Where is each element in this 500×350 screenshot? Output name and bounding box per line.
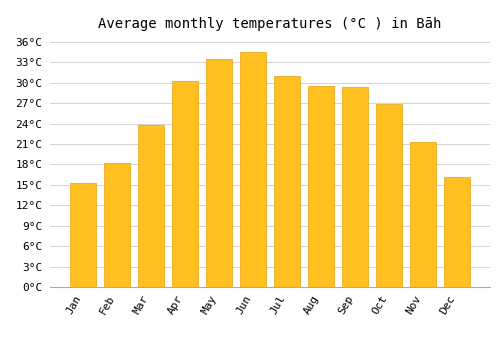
Bar xyxy=(342,88,368,287)
Bar xyxy=(206,59,232,287)
Bar xyxy=(70,183,96,287)
Bar xyxy=(138,125,164,287)
Bar xyxy=(104,163,130,287)
Bar xyxy=(410,142,436,287)
Bar xyxy=(308,86,334,287)
Title: Average monthly temperatures (°C ) in Bāh: Average monthly temperatures (°C ) in Bā… xyxy=(98,17,442,31)
Bar xyxy=(240,52,266,287)
Bar xyxy=(274,76,300,287)
Bar xyxy=(172,81,198,287)
Bar xyxy=(444,177,470,287)
Bar xyxy=(376,104,402,287)
